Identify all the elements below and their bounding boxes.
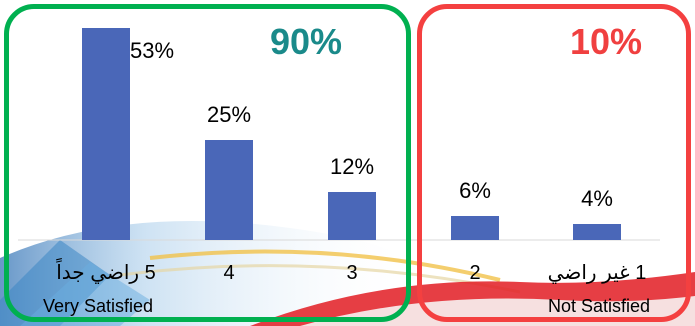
bar-4 xyxy=(205,140,253,240)
value-label-1: 4% xyxy=(581,186,613,211)
category-sublabel-very-satisfied: Very Satisfied xyxy=(42,296,154,316)
background-decoration xyxy=(0,221,695,326)
bar-1 xyxy=(573,224,621,240)
category-label-2: 2 xyxy=(469,262,481,284)
category-label-5: 5 راضي جداً xyxy=(56,262,156,284)
value-label-4: 25% xyxy=(206,102,252,127)
value-label-3: 12% xyxy=(329,154,375,179)
value-label-2: 6% xyxy=(459,178,491,203)
category-sublabel-not-satisfied: Not Satisfied xyxy=(547,296,651,316)
category-label-4: 4 xyxy=(223,262,235,284)
bar-2 xyxy=(451,216,499,240)
category-label-3: 3 xyxy=(346,262,358,284)
bar-5 xyxy=(82,28,130,240)
satisfied-group-percent: 90% xyxy=(270,21,343,62)
not-satisfied-group-percent: 10% xyxy=(570,21,643,62)
not-satisfied-group-box xyxy=(417,4,691,322)
satisfied-group-box xyxy=(4,4,411,322)
value-label-5: 53% xyxy=(129,38,175,63)
category-label-1: 1 غير راضي xyxy=(547,262,647,284)
bar-3 xyxy=(328,192,376,240)
